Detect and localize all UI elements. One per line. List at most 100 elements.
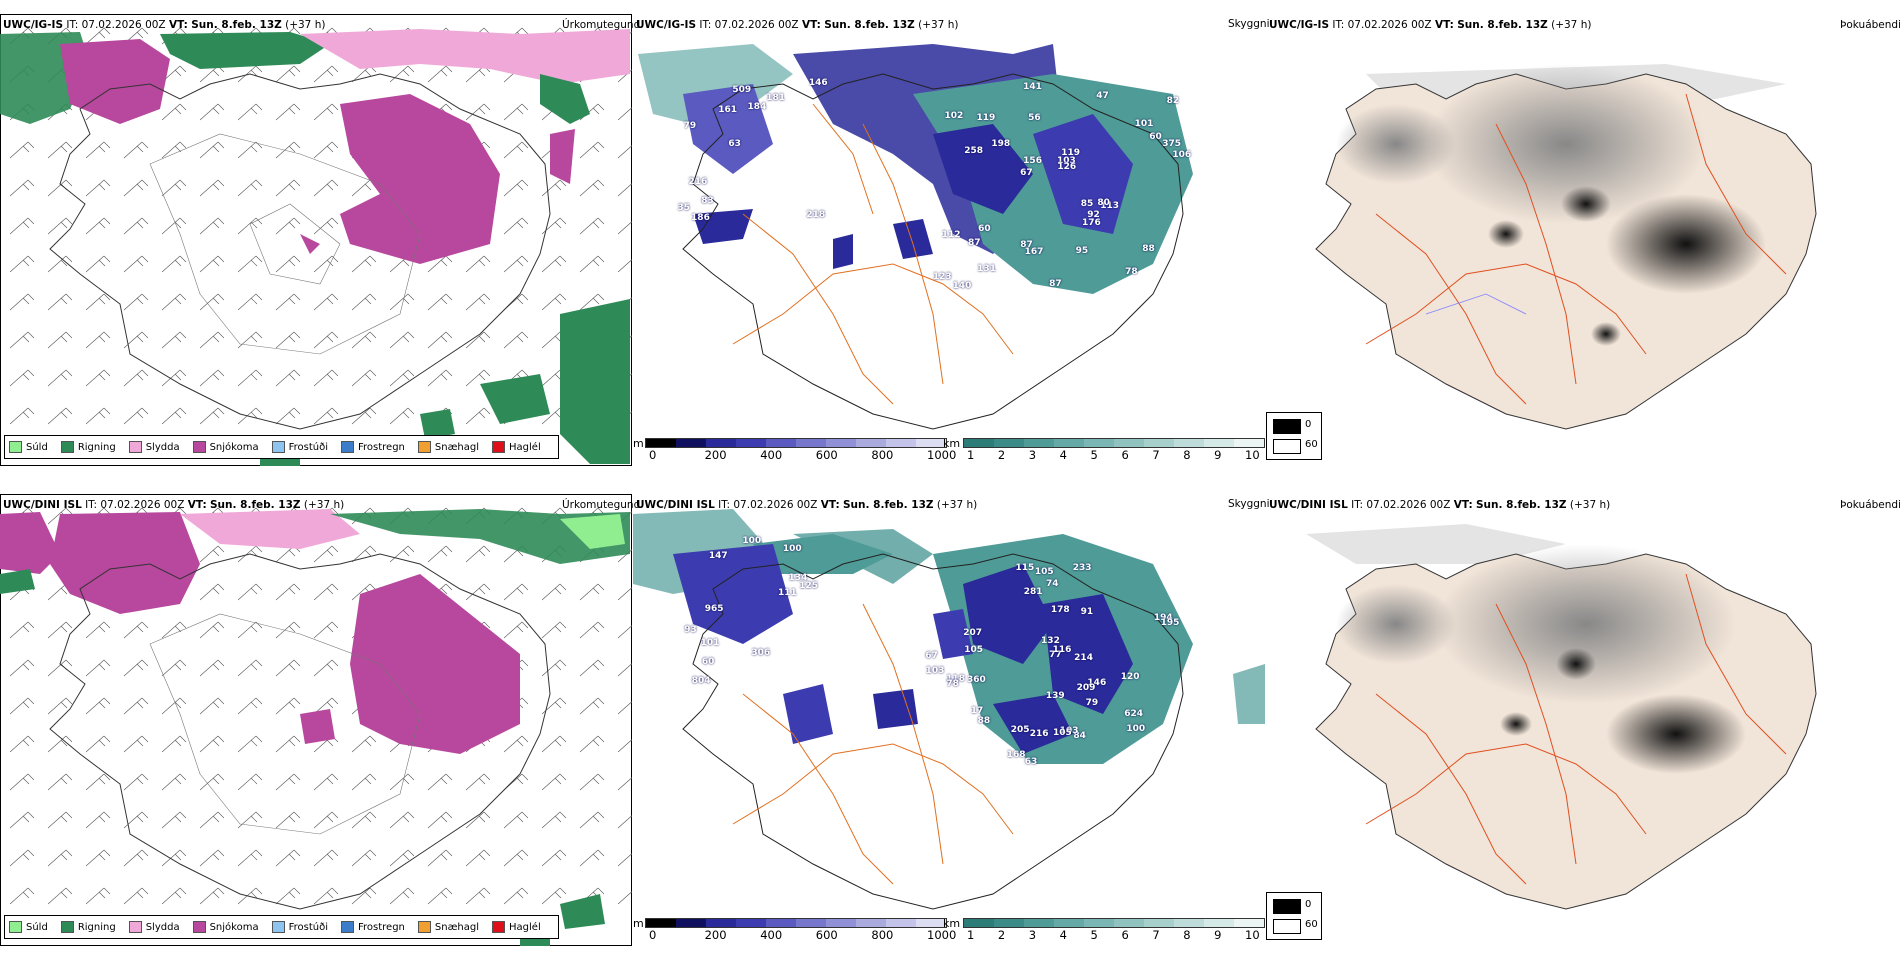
vt-value: Sun. 8.feb. 13Z	[1476, 499, 1567, 511]
precip-type-panel-bottom: UWC/DINI ISL IT: 07.02.2026 00Z VT: Sun.…	[0, 494, 640, 954]
wind-barb	[123, 621, 149, 639]
snow-depth-label: 103	[1056, 156, 1076, 167]
snow-depth-label: 156	[1023, 155, 1042, 166]
scale-tick: 7	[1152, 448, 1160, 462]
wind-barb	[351, 293, 377, 311]
wind-barb	[9, 735, 35, 753]
wind-barb	[199, 583, 225, 601]
wind-barb	[237, 697, 263, 715]
colorbar-cell	[706, 439, 736, 447]
scale-tick: 800	[871, 928, 894, 942]
snow-visibility-map	[633, 509, 1265, 910]
wind-barb	[541, 255, 567, 273]
wind-barb	[579, 773, 605, 791]
snow-depth-label: 176	[1081, 218, 1101, 229]
wind-barb	[199, 773, 225, 791]
panel-header: UWC/DINI ISL IT: 07.02.2026 00Z VT: Sun.…	[636, 499, 977, 511]
it-value: 07.02.2026 00Z	[100, 499, 185, 511]
wind-barb	[47, 331, 73, 349]
wind-barb	[199, 621, 225, 639]
snow-depth-label: 134	[788, 572, 808, 583]
wind-barb	[389, 65, 415, 83]
scale-tick: 1000	[927, 928, 957, 942]
wind-barb	[47, 735, 73, 753]
model-name: UWC/DINI ISL	[3, 499, 82, 511]
wind-barb	[275, 811, 301, 829]
snow-depth-label: 116	[1052, 645, 1072, 656]
snow-depth-label: 126	[1057, 162, 1077, 172]
snow-depth-label: 74	[1045, 579, 1059, 590]
colorbar-cell	[994, 439, 1024, 447]
wind-barb	[465, 773, 491, 791]
snow-depth-label: 209	[1076, 682, 1096, 693]
legend-swatch	[417, 921, 431, 933]
wind-barb	[351, 849, 377, 867]
vt-label: VT:	[820, 499, 840, 511]
colorbar-cell	[916, 439, 946, 447]
wind-barb	[389, 369, 415, 387]
wind-barb	[541, 179, 567, 197]
wind-barb	[275, 369, 301, 387]
legend-swatch	[341, 921, 354, 933]
wind-barb	[579, 255, 605, 273]
colorbar-cell	[1204, 919, 1234, 927]
legend-swatch	[192, 921, 206, 933]
wind-barb	[199, 545, 225, 563]
fog-panel-bottom: UWC/DINI ISL IT: 07.02.2026 00Z VT: Sun.…	[1266, 494, 1900, 954]
wind-barb	[237, 331, 263, 349]
wind-barb	[161, 179, 187, 197]
snow-depth-label: 306	[751, 648, 771, 659]
snow-depth-label: 103	[925, 666, 945, 677]
legend-label: Frostregn	[358, 441, 405, 453]
legend-swatch	[492, 441, 506, 453]
scale-tick: 6	[1121, 448, 1129, 462]
wind-barb	[579, 735, 605, 753]
wind-barb	[161, 103, 187, 121]
wind-barb	[503, 217, 529, 235]
wind-barb	[427, 887, 453, 905]
colorbar-cell	[736, 919, 766, 927]
snow-depth-label: 67	[925, 651, 938, 662]
scale-tick: 1	[967, 448, 975, 462]
snow-depth-label: 106	[1172, 150, 1192, 161]
wind-barb	[541, 773, 567, 791]
legend-swatch	[9, 441, 22, 453]
wind-barb	[237, 293, 263, 311]
snow-depth-label: 84	[1073, 730, 1086, 741]
snow-depth-label: 131	[977, 264, 996, 275]
snow-depth-label: 233	[1072, 563, 1092, 574]
wind-barb	[199, 849, 225, 867]
scale-tick: 8	[1183, 448, 1191, 462]
snow-depth-label: 198	[991, 138, 1011, 149]
legend-item: Haglél	[492, 921, 541, 933]
legend-swatch	[60, 441, 74, 453]
colorbar-cell	[766, 919, 796, 927]
vis-scale-unit: km	[943, 917, 961, 930]
wind-barb	[199, 179, 225, 197]
wind-barb	[47, 369, 73, 387]
wind-barb	[161, 887, 187, 905]
precip-type-map	[0, 14, 632, 466]
legend-item: Rigning	[60, 921, 116, 933]
wind-barb	[85, 27, 111, 45]
scale-tick: 0	[649, 448, 657, 462]
colorbar-cell	[676, 919, 706, 927]
wind-barb	[313, 141, 339, 159]
wind-barb	[541, 811, 567, 829]
it-value: 07.02.2026 00Z	[81, 19, 166, 31]
wind-barb	[313, 65, 339, 83]
wind-barb	[427, 811, 453, 829]
snow-depth-label: 100	[1126, 723, 1146, 734]
legend-item: Snjókoma	[192, 441, 259, 453]
visibility-colorbar	[963, 918, 1265, 928]
scale-tick: 9	[1214, 448, 1222, 462]
legend-item: Frostregn	[341, 921, 405, 933]
wind-barb	[85, 369, 111, 387]
scale-tick: 7	[1152, 928, 1160, 942]
colorbar-cell	[826, 919, 856, 927]
snow-depth-label: 103	[1059, 725, 1079, 736]
lead-time: (+37 h)	[1569, 499, 1611, 511]
wind-barb	[617, 891, 632, 905]
legend-label: Frostúði	[288, 441, 328, 453]
wind-barb	[503, 811, 529, 829]
